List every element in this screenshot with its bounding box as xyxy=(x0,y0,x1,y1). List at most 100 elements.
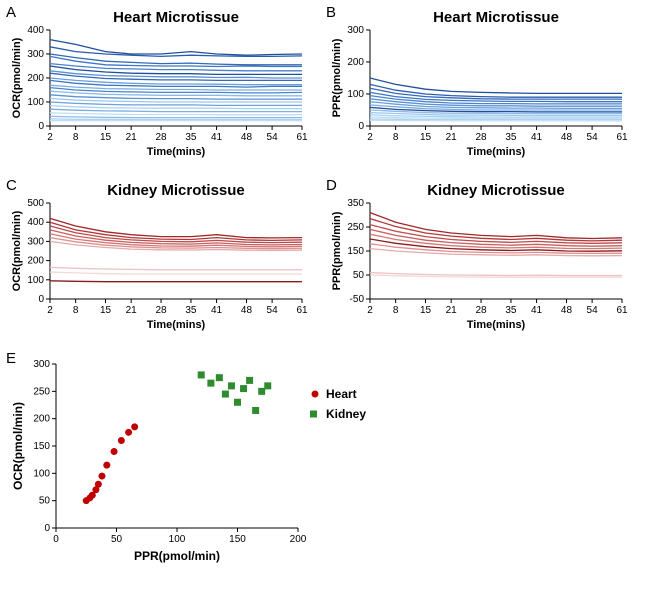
x-tick-label: 100 xyxy=(169,534,186,545)
y-tick-label: 300 xyxy=(27,236,44,247)
x-axis-label: Time(mins) xyxy=(147,146,206,158)
kidney-point xyxy=(240,385,247,392)
panel-B: B Heart Microtissue010020030028152128354… xyxy=(328,8,628,163)
legend-swatch xyxy=(310,411,317,418)
y-tick-label: 350 xyxy=(347,198,364,209)
row-1: A Heart Microtissue010020030040028152128… xyxy=(8,8,652,163)
y-axis-label: PPR(pmol/min) xyxy=(331,38,343,117)
x-tick-label: 21 xyxy=(446,132,458,143)
panel-letter-B: B xyxy=(326,4,336,21)
chart-title: Kidney Microtissue xyxy=(427,182,565,199)
y-axis-label: PPR(pmol/min) xyxy=(331,211,343,290)
x-tick-label: 2 xyxy=(47,305,53,316)
kidney-point xyxy=(258,388,265,395)
panel-letter-D: D xyxy=(326,177,337,194)
series-line xyxy=(50,267,302,270)
legend-label: Heart xyxy=(326,387,357,401)
x-tick-label: 28 xyxy=(155,305,167,316)
x-tick-label: 15 xyxy=(420,305,432,316)
x-tick-label: 8 xyxy=(393,305,399,316)
x-tick-label: 35 xyxy=(505,305,517,316)
chart-title: Heart Microtissue xyxy=(433,9,559,26)
panel-C: C Kidney Microtissue01002003004005002815… xyxy=(8,181,308,336)
series-line xyxy=(50,113,302,115)
y-tick-label: 100 xyxy=(33,468,50,479)
y-tick-label: 0 xyxy=(38,294,44,305)
series-line xyxy=(370,78,622,93)
y-tick-label: 0 xyxy=(38,121,44,132)
y-tick-label: 500 xyxy=(27,198,44,209)
panel-letter-C: C xyxy=(6,177,17,194)
y-axis-label: OCR(pmol/min) xyxy=(11,37,23,118)
x-tick-label: 48 xyxy=(241,305,253,316)
kidney-point xyxy=(252,407,259,414)
x-tick-label: 61 xyxy=(296,132,308,143)
series-line xyxy=(50,116,302,117)
heart-point xyxy=(103,462,110,469)
x-tick-label: 2 xyxy=(367,132,373,143)
heart-point xyxy=(98,473,105,480)
y-tick-label: 100 xyxy=(27,275,44,286)
heart-point xyxy=(131,423,138,430)
chart-svg: 050100150200250300050100150200PPR(pmol/m… xyxy=(8,354,388,564)
chart-svg: Heart Microtissue01002003004002815212835… xyxy=(8,8,308,158)
y-tick-label: 0 xyxy=(358,121,364,132)
x-tick-label: 61 xyxy=(616,132,628,143)
x-tick-label: 41 xyxy=(531,132,543,143)
series-line xyxy=(50,119,302,120)
x-tick-label: 35 xyxy=(185,305,197,316)
panel-D: D Kidney Microtissue-5050150250350281521… xyxy=(328,181,628,336)
x-tick-label: 15 xyxy=(100,305,112,316)
x-tick-label: 8 xyxy=(393,132,399,143)
x-tick-label: 28 xyxy=(475,132,487,143)
y-tick-label: 250 xyxy=(347,222,364,233)
x-tick-label: 41 xyxy=(211,305,223,316)
y-tick-label: 300 xyxy=(347,25,364,36)
x-axis-label: PPR(pmol/min) xyxy=(134,549,220,563)
y-tick-label: 200 xyxy=(27,256,44,267)
series-line xyxy=(370,119,622,120)
y-axis-label: OCR(pmol/min) xyxy=(11,402,25,490)
panel-letter-A: A xyxy=(6,4,16,21)
kidney-point xyxy=(222,391,229,398)
x-tick-label: 54 xyxy=(267,132,279,143)
x-tick-label: 28 xyxy=(155,132,167,143)
legend-label: Kidney xyxy=(326,407,366,421)
kidney-point xyxy=(198,371,205,378)
x-axis-label: Time(mins) xyxy=(147,319,206,331)
x-tick-label: 8 xyxy=(73,132,79,143)
y-tick-label: 100 xyxy=(27,97,44,108)
x-tick-label: 28 xyxy=(475,305,487,316)
series-line xyxy=(50,106,302,109)
x-tick-label: 54 xyxy=(587,305,599,316)
panel-A: A Heart Microtissue010020030040028152128… xyxy=(8,8,308,163)
chart-title: Heart Microtissue xyxy=(113,9,239,26)
y-tick-label: 200 xyxy=(347,57,364,68)
x-tick-label: 150 xyxy=(229,534,246,545)
legend-swatch xyxy=(312,391,319,398)
kidney-point xyxy=(228,382,235,389)
series-line xyxy=(370,213,622,239)
row-3: E 050100150200250300050100150200PPR(pmol… xyxy=(8,354,652,569)
y-tick-label: 0 xyxy=(44,523,50,534)
series-line xyxy=(50,272,302,274)
x-tick-label: 21 xyxy=(126,132,138,143)
x-tick-label: 15 xyxy=(100,132,112,143)
x-tick-label: 41 xyxy=(531,305,543,316)
series-line xyxy=(370,120,622,121)
y-tick-label: -50 xyxy=(350,294,365,305)
x-tick-label: 41 xyxy=(211,132,223,143)
chart-svg: Kidney Microtissue-505015025035028152128… xyxy=(328,181,628,331)
y-tick-label: 400 xyxy=(27,25,44,36)
x-tick-label: 8 xyxy=(73,305,79,316)
chart-svg: Kidney Microtissue0100200300400500281521… xyxy=(8,181,308,331)
kidney-point xyxy=(216,374,223,381)
x-tick-label: 50 xyxy=(111,534,123,545)
x-tick-label: 48 xyxy=(241,132,253,143)
x-tick-label: 61 xyxy=(616,305,628,316)
x-tick-label: 35 xyxy=(185,132,197,143)
y-tick-label: 200 xyxy=(33,414,50,425)
kidney-point xyxy=(264,382,271,389)
heart-point xyxy=(111,448,118,455)
x-tick-label: 2 xyxy=(47,132,53,143)
